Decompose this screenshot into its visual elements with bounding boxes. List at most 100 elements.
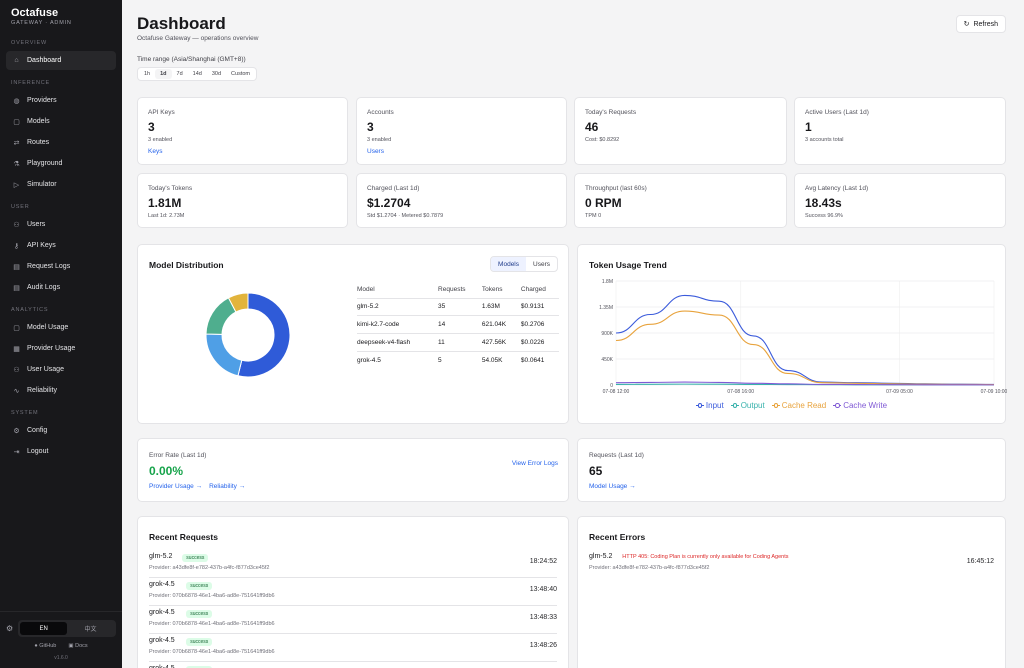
users-icon: ⚇	[13, 221, 20, 229]
sidebar-item-api-keys[interactable]: ⚷ API Keys	[6, 236, 116, 255]
sidebar-item-config[interactable]: ⚙ Config	[6, 421, 116, 440]
docs-label: Docs	[75, 643, 88, 649]
legend-item-output[interactable]: Output	[730, 401, 765, 410]
view-error-logs-link[interactable]: View Error Logs	[511, 460, 558, 467]
recent-requests-title: Recent Requests	[149, 532, 218, 542]
time-range-1h[interactable]: 1h	[144, 71, 151, 77]
time-range-14d[interactable]: 14d	[192, 71, 202, 77]
stat-card-charged-last-1d: Charged (Last 1d) $1.2704 Std $1.2704 · Me…	[356, 173, 567, 228]
request-time: 13:48:33	[529, 614, 557, 621]
server-icon: ▦	[13, 345, 20, 353]
nav-section-system: SYSTEM	[11, 410, 39, 416]
lang-zh-button[interactable]: 中文	[84, 627, 97, 633]
time-range-30d[interactable]: 30d	[211, 71, 222, 77]
stat-value: 1	[805, 120, 812, 134]
cell-model: kimi-k2.7-code	[357, 315, 437, 334]
sidebar-item-label: Config	[27, 427, 48, 434]
legend-marker	[730, 403, 739, 407]
cell-charged: $0.2706	[518, 315, 559, 334]
status-badge: success	[186, 610, 213, 618]
gear-icon[interactable]: ⚙	[6, 624, 14, 633]
column-header-charged: Charged	[520, 285, 546, 293]
stat-value: 18.43s	[805, 196, 842, 210]
sidebar-item-playground[interactable]: ⚗ Playground	[6, 154, 116, 173]
stat-subtext: 3 enabled	[148, 137, 173, 143]
home-icon: ⌂	[14, 57, 19, 64]
reliability-link[interactable]: Reliability →	[209, 483, 246, 490]
legend-item-cache-read[interactable]: Cache Read	[771, 401, 826, 410]
stat-subtext: TPM 0	[585, 213, 602, 219]
stat-link-users[interactable]: Users	[367, 148, 384, 155]
sidebar-item-provider-usage[interactable]: ▦ Provider Usage	[6, 339, 116, 358]
stat-label: Throughput (last 60s)	[585, 185, 647, 192]
sidebar-item-model-usage[interactable]: ▢ Model Usage	[6, 318, 116, 337]
sidebar-item-reliability[interactable]: ∿ Reliability	[6, 381, 116, 400]
sidebar-item-dashboard[interactable]: ⌂ Dashboard	[6, 51, 116, 70]
legend-label: Cache Write	[843, 401, 888, 410]
refresh-icon: ↻	[963, 21, 970, 28]
model-distribution-card: Model Distribution Models Users Model Req…	[137, 244, 569, 424]
refresh-button[interactable]: ↻ Refresh	[955, 15, 1006, 33]
sidebar-item-providers[interactable]: ◍ Providers	[6, 91, 116, 110]
docs-link[interactable]: ▣ Docs	[68, 643, 87, 649]
table-row[interactable]: grok-4.5 5 54.05K $0.0641	[357, 350, 559, 369]
donut-slice-kimi-k2-7-code[interactable]	[205, 333, 243, 377]
column-header-requests: Requests	[438, 285, 466, 293]
sidebar-item-label: Playground	[27, 160, 63, 167]
cell-tokens: 54.05K	[479, 350, 519, 369]
donut-slice-grok-4-5[interactable]	[227, 292, 249, 313]
sidebar-item-logout[interactable]: ⇥ Logout	[6, 442, 116, 461]
sidebar-item-audit-logs[interactable]: ▤ Audit Logs	[6, 278, 116, 297]
time-range-1d[interactable]: 1d	[155, 69, 172, 79]
error-provider: Provider: a43dfe8f-e782-437b-a4fc-f877d3…	[589, 565, 710, 571]
requests-value: 65	[589, 464, 603, 478]
table-row[interactable]: glm-5.2 35 1.63M $0.9131	[357, 297, 559, 316]
series-line-cache-read[interactable]	[615, 310, 995, 386]
tab-models[interactable]: Models	[491, 257, 527, 271]
table-row[interactable]: kimi-k2.7-code 14 621.04K $0.2706	[357, 315, 559, 334]
error-rate-value: 0.00%	[149, 464, 184, 478]
users-icon: ⚇	[13, 366, 20, 374]
lang-en-button[interactable]: EN	[20, 622, 68, 635]
sidebar-item-user-usage[interactable]: ⚇ User Usage	[6, 360, 116, 379]
list-item[interactable]: grok-4.5 success Provider: 070b6878-46e1-4…	[149, 578, 557, 606]
sidebar-item-request-logs[interactable]: ▤ Request Logs	[6, 257, 116, 276]
series-line-cache-write[interactable]	[615, 381, 995, 386]
legend-item-cache-write[interactable]: Cache Write	[833, 401, 887, 410]
time-range-7d[interactable]: 7d	[176, 71, 183, 77]
stat-label: Accounts	[367, 109, 394, 116]
request-model: glm-5.2	[149, 553, 173, 560]
list-item[interactable]: glm-5.2 success Provider: a43dfe8f-e782-43…	[149, 550, 557, 578]
x-tick-label: 07-08 12:00	[603, 389, 630, 395]
file-icon: ▤	[13, 263, 20, 271]
sidebar-item-simulator[interactable]: ▷ Simulator	[6, 175, 116, 194]
requests-label: Requests (Last 1d)	[589, 452, 644, 459]
list-item[interactable]: grok-4.5 success Provider: 070b6878-46e1-4…	[149, 634, 557, 662]
stat-card-avg-latency-last-1d: Avg Latency (Last 1d) 18.43s Success 96.9%	[794, 173, 1006, 228]
series-line-input[interactable]	[615, 294, 995, 385]
request-provider: Provider: 070b6878-46e1-4ba6-ad8e-751641…	[149, 621, 275, 627]
donut-slice-glm-5-2[interactable]	[237, 292, 291, 378]
legend-item-input[interactable]: Input	[695, 401, 724, 410]
request-provider: Provider: 070b6878-46e1-4ba6-ad8e-751641…	[149, 649, 275, 655]
error-rate-card: Error Rate (Last 1d) 0.00% Provider Usag…	[137, 438, 569, 502]
x-tick-label: 07-09 10:00	[981, 389, 1007, 395]
tab-users[interactable]: Users	[533, 260, 550, 268]
recent-errors-card: Recent Errors glm-5.2 HTTP 405: Coding Pl…	[577, 516, 1006, 668]
stat-card-api-keys: API Keys 3 3 enabled Keys	[137, 97, 348, 165]
sidebar-item-routes[interactable]: ⇄ Routes	[6, 133, 116, 152]
sidebar-item-models[interactable]: ▢ Models	[6, 112, 116, 131]
time-range-custom[interactable]: Custom	[231, 71, 250, 77]
provider-usage-link[interactable]: Provider Usage →	[149, 483, 203, 490]
list-item[interactable]: glm-5.2 HTTP 405: Coding Plan is currentl…	[589, 550, 994, 578]
model-usage-link[interactable]: Model Usage →	[589, 483, 636, 490]
flask-icon: ⚗	[13, 160, 20, 168]
list-item[interactable]: grok-4.5 success Provider: 070b6878-46e1-4…	[149, 606, 557, 634]
github-link[interactable]: ● GitHub	[34, 643, 56, 649]
request-model: grok-4.5	[149, 609, 175, 616]
sidebar-item-users[interactable]: ⚇ Users	[6, 215, 116, 234]
sidebar-item-label: Users	[27, 221, 46, 228]
stat-link-keys[interactable]: Keys	[148, 148, 163, 155]
table-row[interactable]: deepseek-v4-flash 11 427.56K $0.0226	[357, 332, 559, 352]
